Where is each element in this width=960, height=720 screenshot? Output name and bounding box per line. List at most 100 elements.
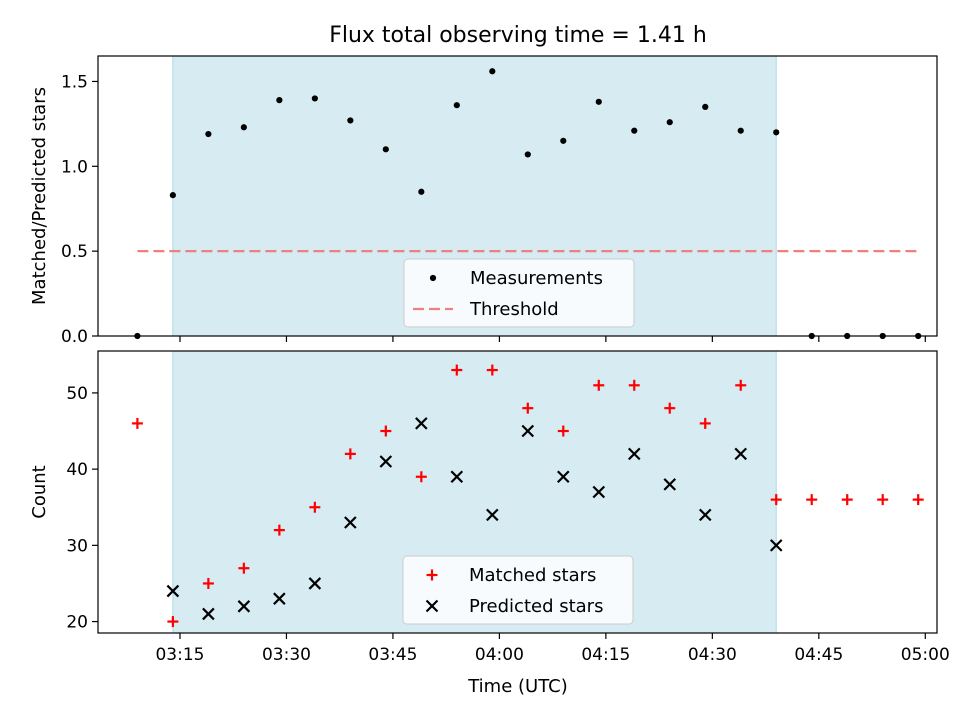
predicted-star-point [379, 455, 393, 468]
measurement-point [560, 137, 567, 144]
predicted-star-point [698, 508, 712, 522]
predicted-star-point [592, 485, 606, 499]
measurement-point [169, 192, 176, 199]
y-axis-label: Matched/Predicted stars [29, 87, 50, 305]
matched-star-point [522, 402, 534, 414]
matched-star-point [770, 494, 782, 506]
predicted-star-marker-b [166, 584, 180, 598]
legend-marker-x [425, 599, 439, 613]
legend-box [403, 258, 635, 328]
legend-marker-dot [429, 274, 437, 282]
legend-box [402, 555, 634, 625]
predicted-star-point [521, 424, 535, 438]
measurement-point [524, 151, 531, 158]
predicted-star-point [663, 478, 677, 491]
matched-star-point [131, 417, 143, 429]
matched-star-point [486, 364, 498, 376]
matched-star-point [735, 379, 747, 391]
matched-star-point [557, 425, 569, 437]
predicted-star-marker-b [237, 600, 251, 613]
matched-star-point [877, 494, 889, 506]
predicted-star-point [273, 592, 286, 605]
predicted-star-point [450, 470, 464, 484]
matched-star-point [273, 524, 285, 536]
measurement-point [489, 68, 496, 75]
matched-star-point [167, 616, 179, 628]
predicted-star-point [769, 539, 783, 552]
x-tick-label: 05:00 [901, 645, 950, 665]
predicted-star-point [166, 584, 180, 598]
predicted-star-marker-b [344, 516, 357, 529]
y-tick-label: 1.5 [61, 72, 88, 92]
measurement-point [382, 146, 389, 153]
predicted-star-point [344, 516, 357, 529]
measurement-point [205, 130, 212, 138]
y-tick-label: 0.5 [61, 242, 88, 262]
predicted-star-point [308, 577, 322, 590]
predicted-star-point [734, 447, 748, 461]
measurement-point [737, 127, 744, 134]
matched-star-point [593, 379, 605, 391]
predicted-star-marker-b [308, 577, 322, 590]
x-tick-label: 03:30 [262, 645, 311, 665]
y-tick-label: 0.0 [61, 327, 88, 347]
predicted-star-marker-b [379, 455, 393, 468]
x-axis-label: Time (UTC) [467, 676, 568, 697]
measurement-point [347, 117, 354, 124]
legend-label: Matched stars [469, 565, 596, 586]
measurement-point [595, 98, 602, 105]
predicted-star-marker-b [557, 470, 570, 484]
matched-star-point [699, 417, 711, 429]
y-tick-label: 40 [66, 460, 88, 480]
x-tick-label: 03:45 [368, 645, 417, 665]
predicted-star-point [486, 508, 499, 522]
matched-star-point [415, 471, 427, 483]
measurement-point [773, 129, 780, 136]
matched-star-point [309, 501, 321, 513]
x-tick-label: 03:15 [155, 645, 204, 665]
matched-star-point [806, 494, 818, 506]
measurement-point [311, 95, 318, 102]
axes-frame [97, 55, 938, 337]
y-axis-label: Count [29, 465, 50, 518]
predicted-star-marker-b [521, 424, 535, 438]
predicted-star-marker-b [486, 508, 499, 522]
y-tick-label: 30 [66, 536, 88, 556]
predicted-star-marker-b [663, 478, 677, 491]
predicted-star-marker-b [734, 447, 748, 461]
measurement-point [276, 97, 283, 104]
predicted-star-point [202, 607, 215, 621]
x-tick-label: 04:45 [794, 645, 843, 665]
bottom-panel-count: 20 30 40 50 03:15 03:30 03:45 04:00 04:15 04:30 04… [29, 350, 950, 665]
predicted-star-marker-b [202, 607, 215, 621]
matched-star-point [451, 364, 463, 376]
y-tick-label: 1.0 [61, 157, 88, 177]
x-tick-label: 04:30 [688, 645, 737, 665]
predicted-star-marker-b [592, 485, 606, 499]
predicted-star-point [237, 600, 251, 613]
predicted-star-marker-b [769, 539, 783, 552]
x-tick-label: 04:15 [581, 645, 630, 665]
matched-star-point [841, 494, 853, 506]
y-tick-label: 50 [66, 384, 88, 404]
measurement-point [666, 119, 673, 126]
measurement-point [418, 188, 425, 195]
predicted-star-point [415, 417, 428, 430]
axes-frame [97, 350, 938, 634]
measurement-point [631, 127, 638, 134]
matched-star-point [238, 562, 250, 574]
matched-star-point [380, 425, 392, 437]
predicted-star-marker-b [627, 447, 641, 461]
x-tick-label: 04:00 [475, 645, 524, 665]
predicted-star-marker-b [698, 508, 712, 522]
top-panel-ratio: 0.0 0.5 1.0 1.5 Matched/Predicted stars Measu… [29, 55, 938, 347]
predicted-star-point [627, 447, 641, 461]
legend-label: Predicted stars [469, 596, 603, 617]
legend-label: Measurements [470, 268, 603, 289]
matched-star-point [912, 494, 924, 506]
matched-star-point [344, 448, 356, 460]
measurement-point [702, 103, 709, 111]
chart-title: Flux total observing time = 1.41 h [329, 23, 707, 48]
predicted-star-marker-b [415, 417, 428, 430]
